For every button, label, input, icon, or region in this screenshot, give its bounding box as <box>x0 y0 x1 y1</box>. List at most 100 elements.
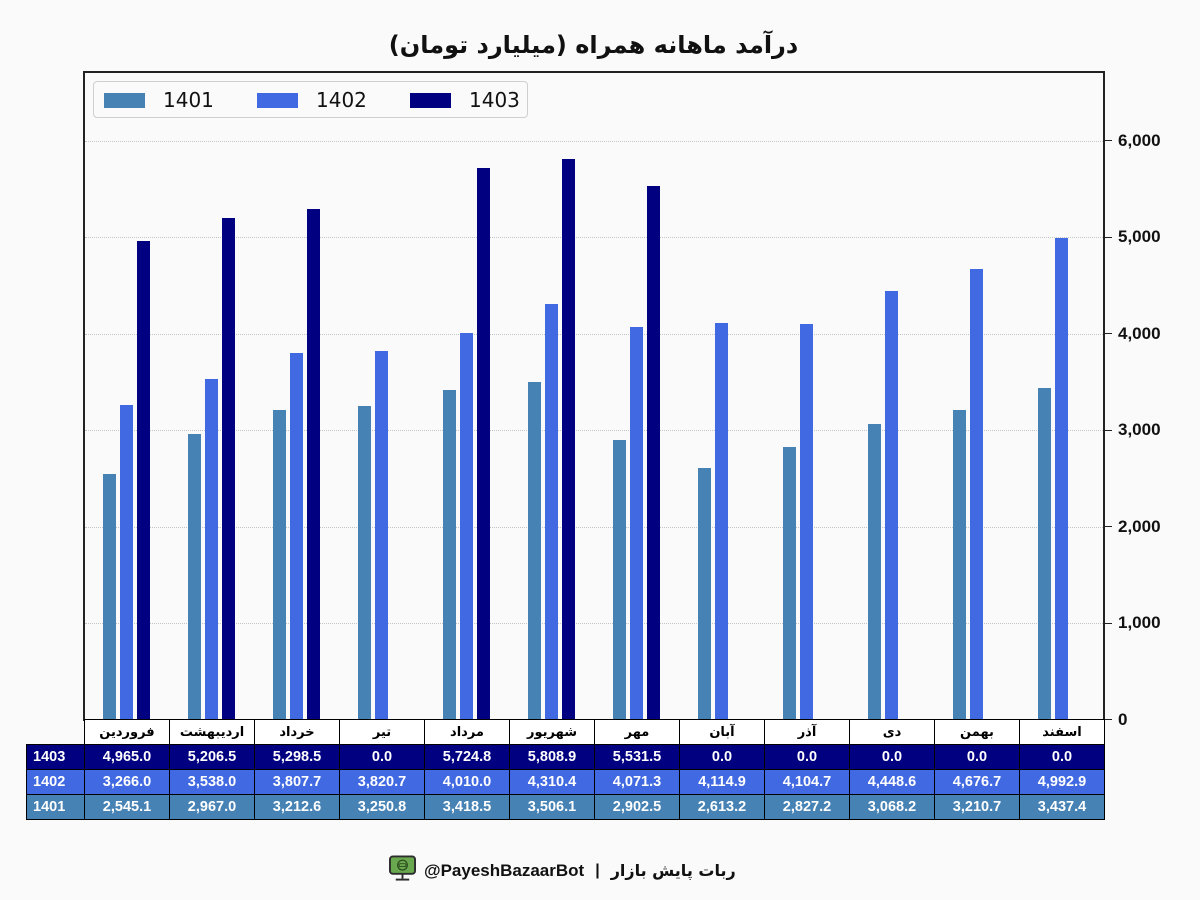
data-table: فروردین اردیبهشت خرداد تیر مرداد شهریور مهر آبا… <box>26 719 1105 820</box>
bar-1402-6 <box>630 327 643 720</box>
legend-swatch-1401 <box>104 93 145 108</box>
bar-1402-3 <box>375 351 388 720</box>
table-cell: 3,807.7 <box>254 769 340 795</box>
bar-1402-11 <box>1055 238 1068 720</box>
table-cell: 3,068.2 <box>849 794 935 820</box>
y-tick-label: 6,000 <box>1118 130 1161 150</box>
legend-swatch-1402 <box>257 93 298 108</box>
table-cell: 3,506.1 <box>509 794 595 820</box>
bar-1402-2 <box>290 352 303 720</box>
bar-1403-4 <box>477 167 490 720</box>
column-header-month: مهر <box>594 719 680 745</box>
legend-label: 1402 <box>316 88 367 112</box>
table-cell: 4,010.0 <box>424 769 510 795</box>
table-cell: 4,310.4 <box>509 769 595 795</box>
column-header-month: خرداد <box>254 719 340 745</box>
table-cell: 4,114.9 <box>679 769 765 795</box>
table-cell: 3,538.0 <box>169 769 255 795</box>
y-tick-label: 3,000 <box>1118 420 1161 440</box>
column-header-month: اردیبهشت <box>169 719 255 745</box>
bar-1401-9 <box>868 423 881 720</box>
table-cell: 4,965.0 <box>84 744 170 770</box>
column-header-month: شهریور <box>509 719 595 745</box>
table-cell: 2,613.2 <box>679 794 765 820</box>
bar-1402-5 <box>545 304 558 720</box>
table-cell: 3,820.7 <box>339 769 425 795</box>
table-cell: 5,298.5 <box>254 744 340 770</box>
bar-1403-0 <box>137 240 150 720</box>
table-cell: 5,724.8 <box>424 744 510 770</box>
table-cell: 4,992.9 <box>1019 769 1105 795</box>
chart-title: درآمد ماهانه همراه (میلیارد تومان) <box>388 31 799 59</box>
legend-label: 1401 <box>163 88 214 112</box>
bar-1402-7 <box>715 322 728 720</box>
legend: 1401 1402 1403 <box>93 81 528 118</box>
table-header-row: فروردین اردیبهشت خرداد تیر مرداد شهریور مهر آبا… <box>27 719 1105 745</box>
monitor-bot-icon <box>389 854 416 887</box>
table-cell: 3,437.4 <box>1019 794 1105 820</box>
table-cell: 0.0 <box>764 744 850 770</box>
table-cell: 2,827.2 <box>764 794 850 820</box>
bot-handle: @PayeshBazaarBot <box>424 860 585 880</box>
table-cell: 4,676.7 <box>934 769 1020 795</box>
table-cell: 3,210.7 <box>934 794 1020 820</box>
bar-1402-4 <box>460 333 473 720</box>
y-tick-label: 2,000 <box>1118 516 1161 536</box>
table-cell: 3,212.6 <box>254 794 340 820</box>
column-header-month: آذر <box>764 719 850 745</box>
footer-watermark: @PayeshBazaarBot | ربات پایش بازار <box>389 854 736 887</box>
table-corner <box>27 720 85 745</box>
y-tick-label: 1,000 <box>1118 613 1161 633</box>
table-cell: 0.0 <box>849 744 935 770</box>
bar-1401-0 <box>103 474 116 720</box>
column-header-month: تیر <box>339 719 425 745</box>
bar-1401-3 <box>358 406 371 720</box>
bar-1403-6 <box>647 186 660 720</box>
bar-1401-8 <box>783 447 796 720</box>
table-cell: 3,266.0 <box>84 769 170 795</box>
gridline <box>85 333 1103 335</box>
y-tick-mark <box>1105 333 1112 335</box>
bar-1402-1 <box>205 378 218 720</box>
row-label: 1403 <box>26 744 85 770</box>
bar-1403-1 <box>222 217 235 720</box>
table-cell: 5,808.9 <box>509 744 595 770</box>
table-cell: 4,448.6 <box>849 769 935 795</box>
table-row-1403: 1403 4,965.0 5,206.5 5,298.5 0.0 5,724.8 5,808… <box>26 744 1105 770</box>
table-cell: 0.0 <box>1019 744 1105 770</box>
row-label: 1402 <box>26 769 85 795</box>
table-cell: 3,418.5 <box>424 794 510 820</box>
bar-1403-2 <box>307 208 320 720</box>
table-cell: 2,545.1 <box>84 794 170 820</box>
legend-swatch-1403 <box>410 93 451 108</box>
bot-name: ربات پایش بازار <box>610 861 736 880</box>
table-row-1402: 1402 3,266.0 3,538.0 3,807.7 3,820.7 4,010.0 4… <box>26 769 1105 795</box>
table-cell: 5,531.5 <box>594 744 680 770</box>
bar-1401-1 <box>188 433 201 720</box>
gridline <box>85 623 1103 625</box>
bar-1401-2 <box>273 409 286 720</box>
bar-1401-7 <box>698 467 711 720</box>
bar-1401-11 <box>1038 388 1051 720</box>
gridline <box>85 237 1103 239</box>
bar-1402-10 <box>970 268 983 720</box>
bar-1402-8 <box>800 323 813 720</box>
y-tick-mark <box>1105 140 1112 142</box>
bar-1401-4 <box>443 390 456 720</box>
footer-separator: | <box>595 861 600 879</box>
table-cell: 0.0 <box>339 744 425 770</box>
y-tick-label: 4,000 <box>1118 323 1161 343</box>
bar-1401-6 <box>613 439 626 720</box>
gridline <box>85 430 1103 432</box>
y-tick-mark <box>1105 622 1112 624</box>
column-header-month: اسفند <box>1019 719 1105 745</box>
table-cell: 0.0 <box>679 744 765 770</box>
y-tick-mark <box>1105 719 1112 721</box>
bar-1402-0 <box>120 404 133 720</box>
table-cell: 4,071.3 <box>594 769 680 795</box>
table-cell: 4,104.7 <box>764 769 850 795</box>
bar-1401-5 <box>528 381 541 720</box>
bar-1402-9 <box>885 290 898 720</box>
y-tick-mark <box>1105 236 1112 238</box>
table-cell: 2,967.0 <box>169 794 255 820</box>
